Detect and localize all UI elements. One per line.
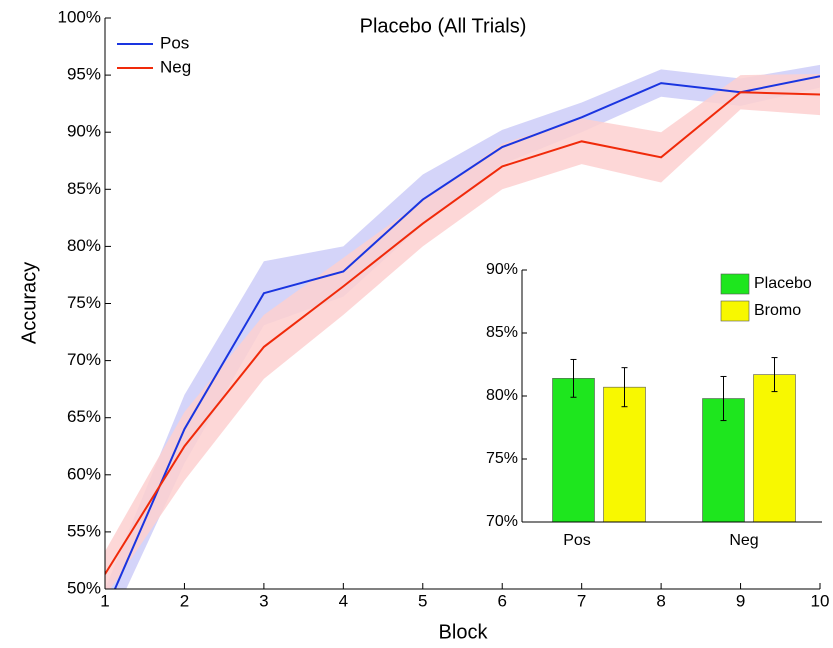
- error-band: [105, 73, 820, 589]
- y-tick-label: 85%: [67, 179, 101, 198]
- x-tick-label: 5: [418, 591, 427, 610]
- x-tick-label: 2: [180, 591, 189, 610]
- y-tick-label: 90%: [67, 122, 101, 141]
- x-tick-label: 10: [811, 591, 830, 610]
- y-tick-label: 95%: [67, 65, 101, 84]
- y-tick-label: 50%: [67, 578, 101, 597]
- legend-label: Pos: [160, 33, 189, 52]
- y-axis-label: Accuracy: [18, 262, 40, 344]
- bar: [552, 378, 595, 523]
- y-tick-label: 70%: [67, 350, 101, 369]
- x-tick-label: 1: [100, 591, 109, 610]
- y-tick-label: 100%: [58, 7, 101, 26]
- legend-label: Neg: [160, 57, 191, 76]
- plot-area: [105, 64, 820, 589]
- y-tick-label: 65%: [67, 407, 101, 426]
- x-tick-label: Pos: [563, 532, 591, 549]
- series-line: [105, 91, 820, 575]
- chart-title: Placebo (All Trials): [360, 15, 527, 37]
- x-axis-label: Block: [439, 621, 489, 643]
- inset: 70% 75% 80% 85% 90% Pos Neg Placebo Bromo: [486, 261, 822, 549]
- x-tick-label: 9: [736, 591, 745, 610]
- x-tick-label: 3: [259, 591, 268, 610]
- y-tick-label: 75%: [486, 450, 518, 467]
- x-tick-label: Neg: [729, 532, 758, 549]
- y-tick-label: 70%: [486, 513, 518, 530]
- y-tick-label: 90%: [486, 261, 518, 278]
- x-tick-label: 4: [339, 591, 348, 610]
- y-tick-label: 75%: [67, 293, 101, 312]
- legend-label: Placebo: [754, 275, 812, 292]
- legend-swatch: [720, 300, 750, 322]
- legend-label: Bromo: [754, 302, 801, 319]
- x-tick-label: 8: [656, 591, 665, 610]
- series-line: [113, 75, 820, 589]
- bar: [603, 386, 646, 523]
- y-tick-label: 85%: [486, 324, 518, 341]
- x-tick-label: 7: [577, 591, 586, 610]
- x-tick-label: 6: [497, 591, 506, 610]
- y-tick-label: 80%: [486, 387, 518, 404]
- y-tick-label: 55%: [67, 521, 101, 540]
- y-tick-label: 80%: [67, 236, 101, 255]
- error-band: [105, 64, 820, 589]
- bar: [753, 374, 796, 523]
- y-tick-label: 60%: [67, 464, 101, 483]
- legend-swatch: [720, 273, 750, 295]
